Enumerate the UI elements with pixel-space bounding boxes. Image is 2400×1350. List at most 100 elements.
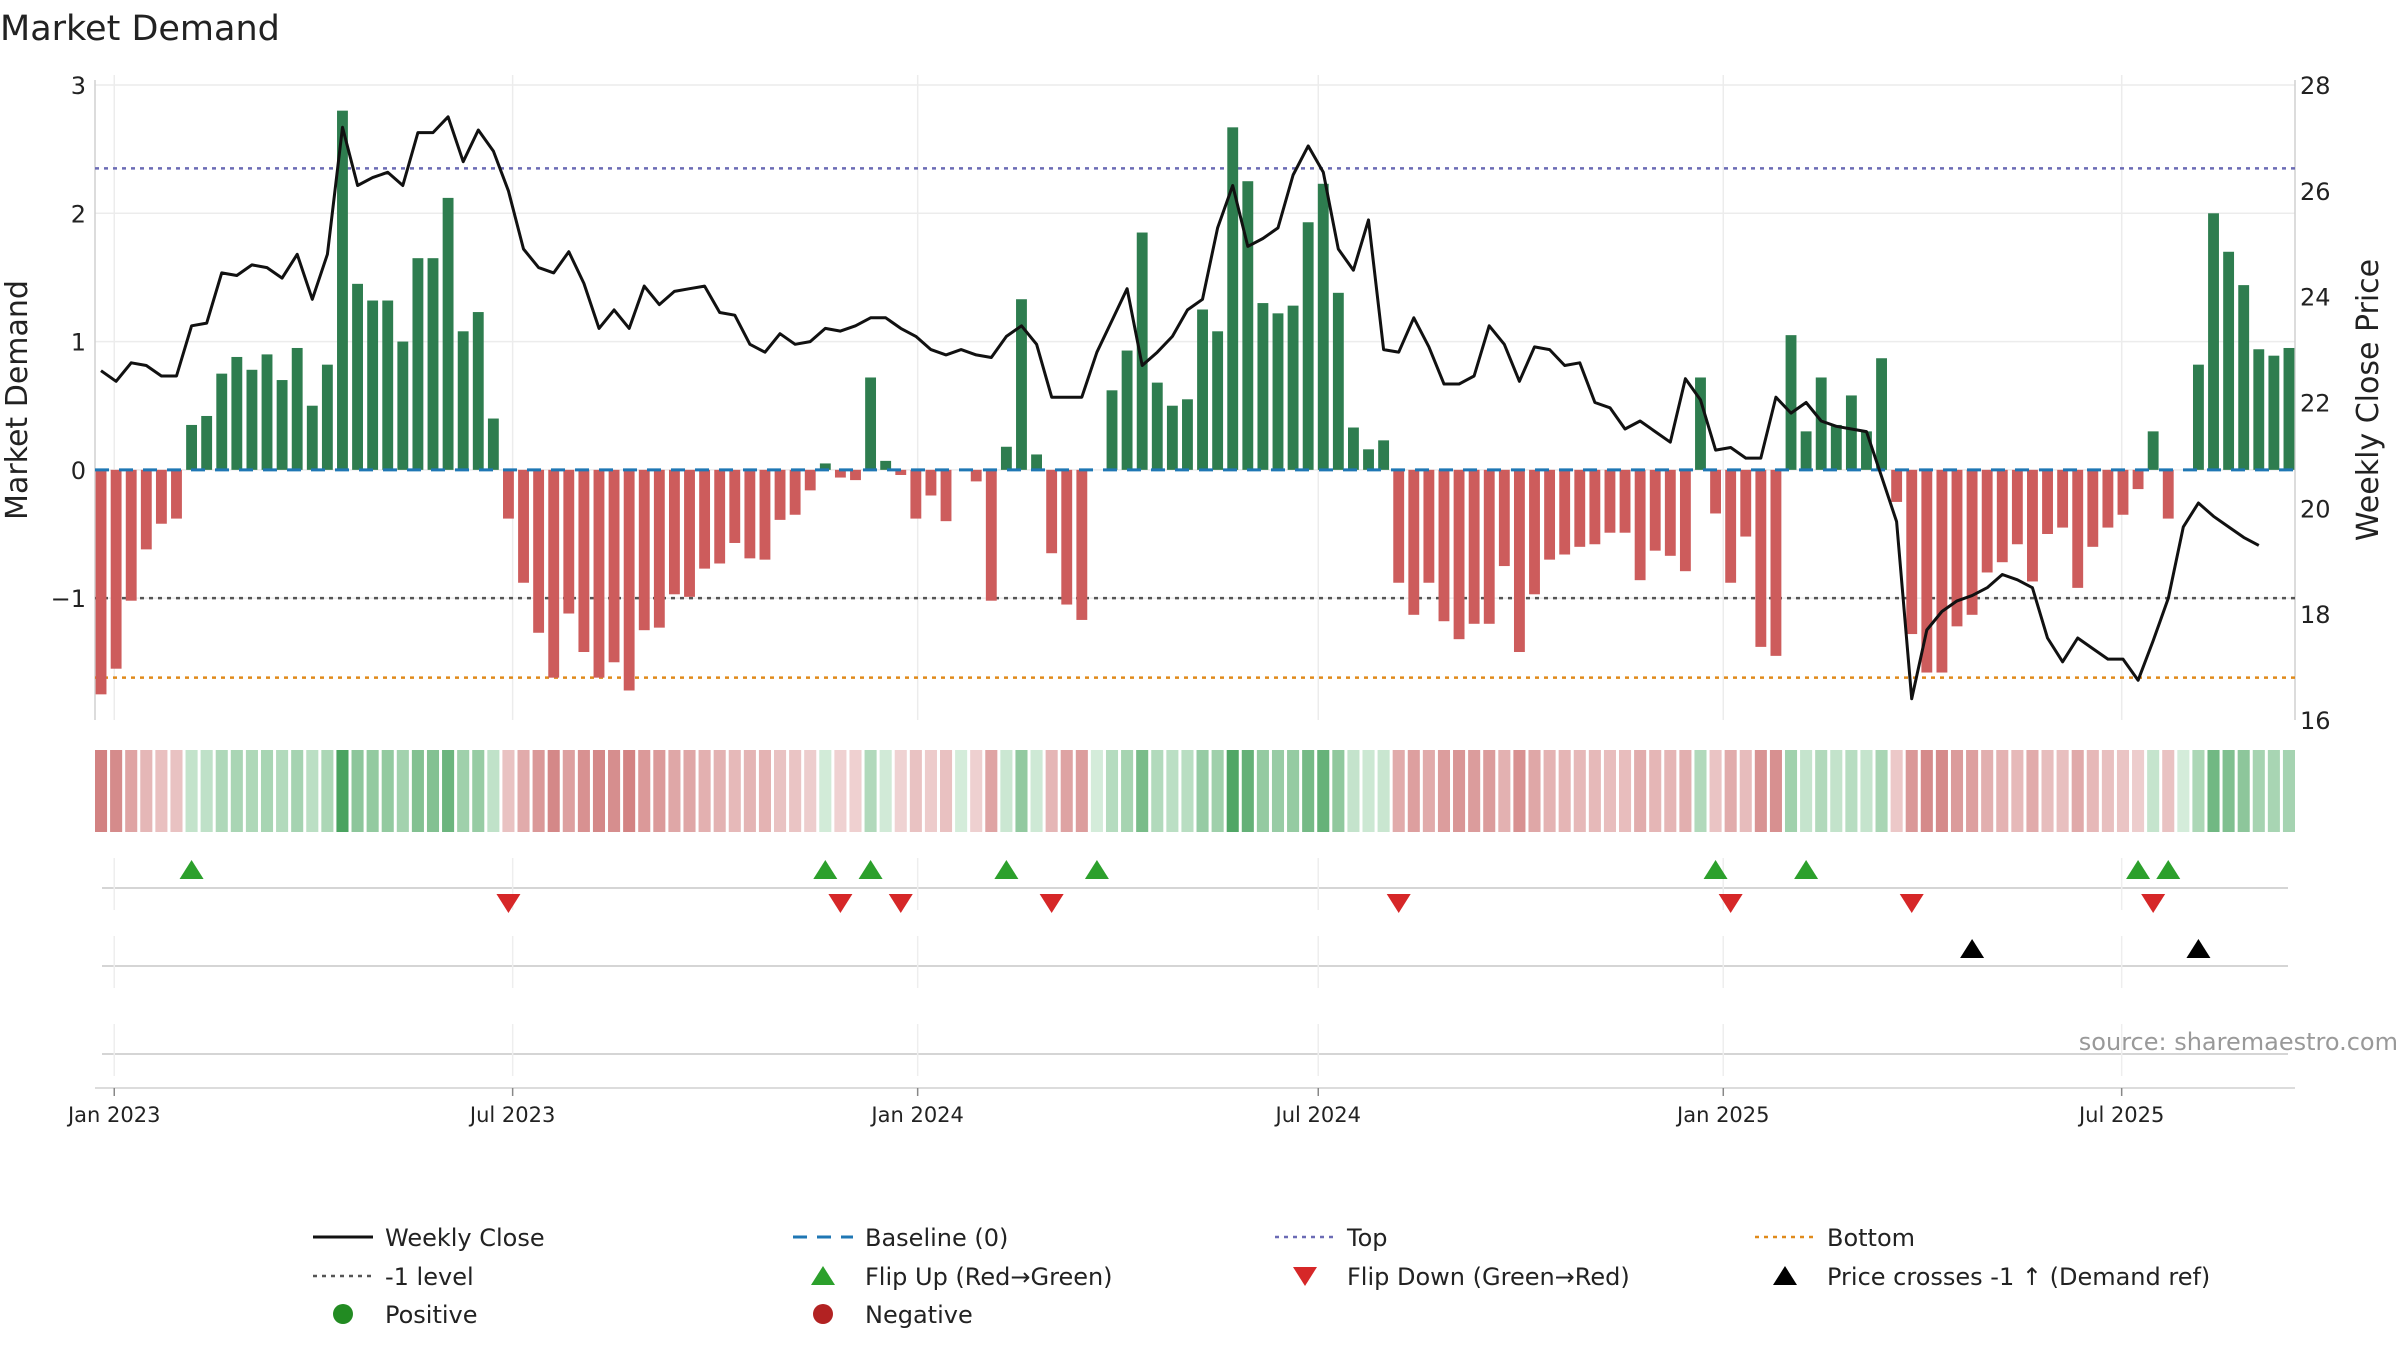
demand-bar-104 bbox=[1664, 469, 1676, 556]
legend-label-baseline: Baseline (0) bbox=[865, 1224, 1008, 1252]
right-tick-label-3: 22 bbox=[2300, 390, 2331, 418]
demand-bar-85 bbox=[1378, 440, 1390, 470]
demand-bar-52 bbox=[880, 460, 892, 470]
demand-bar-59 bbox=[985, 469, 997, 601]
heat-cell-34 bbox=[608, 750, 621, 832]
heat-cell-142 bbox=[2237, 750, 2250, 832]
heat-cell-102 bbox=[1634, 750, 1647, 832]
grid-lines bbox=[95, 75, 2295, 720]
heat-cell-98 bbox=[1573, 750, 1586, 832]
heat-cell-141 bbox=[2222, 750, 2235, 832]
demand-bar-79 bbox=[1287, 305, 1299, 470]
demand-bar-7 bbox=[201, 415, 213, 470]
demand-bar-16 bbox=[337, 110, 348, 470]
heat-cell-49 bbox=[834, 750, 847, 832]
legend-symbol-negative bbox=[813, 1304, 833, 1324]
heat-cell-104 bbox=[1664, 750, 1677, 832]
demand-bar-128 bbox=[2027, 469, 2038, 582]
heat-cell-27 bbox=[502, 750, 515, 832]
heat-cell-99 bbox=[1588, 750, 1601, 832]
legend-symbol-flip_up bbox=[811, 1266, 835, 1285]
demand-bar-10 bbox=[246, 369, 258, 470]
heat-cell-100 bbox=[1603, 750, 1616, 832]
demand-bar-2 bbox=[125, 469, 137, 601]
heat-cell-68 bbox=[1121, 750, 1134, 832]
heat-cell-64 bbox=[1060, 750, 1073, 832]
demand-bar-24 bbox=[457, 331, 469, 470]
demand-bar-70 bbox=[1151, 382, 1163, 470]
flip-up-marker-5 bbox=[1703, 860, 1728, 879]
demand-bar-49 bbox=[834, 469, 846, 478]
heat-cell-13 bbox=[291, 750, 304, 832]
heat-cell-6 bbox=[185, 750, 198, 832]
demand-bar-26 bbox=[487, 418, 499, 470]
demand-bar-69 bbox=[1136, 232, 1148, 470]
demand-bar-105 bbox=[1679, 469, 1691, 572]
demand-bar-28 bbox=[518, 469, 529, 583]
heat-cell-39 bbox=[683, 750, 696, 832]
heat-cell-145 bbox=[2282, 750, 2295, 832]
heat-cell-135 bbox=[2132, 750, 2145, 832]
heat-cell-5 bbox=[170, 750, 183, 832]
heat-cell-20 bbox=[396, 750, 409, 832]
demand-bar-68 bbox=[1121, 350, 1133, 470]
demand-bar-74 bbox=[1212, 331, 1224, 470]
demand-bar-21 bbox=[412, 258, 424, 470]
heat-cell-112 bbox=[1784, 750, 1798, 832]
demand-bar-118 bbox=[1876, 358, 1887, 470]
demand-bar-122 bbox=[1936, 469, 1948, 673]
heat-cell-18 bbox=[366, 750, 379, 832]
heat-cell-80 bbox=[1302, 750, 1315, 832]
demand-bar-127 bbox=[2011, 469, 2023, 545]
demand-bar-91 bbox=[1468, 469, 1480, 624]
demand-bar-6 bbox=[186, 424, 198, 470]
heat-cell-71 bbox=[1166, 750, 1179, 832]
left-tick-label-3: 2 bbox=[71, 200, 86, 228]
heat-cell-29 bbox=[532, 750, 545, 832]
heat-cell-3 bbox=[140, 750, 153, 832]
right-tick-label-4: 24 bbox=[2300, 284, 2331, 312]
heat-cell-72 bbox=[1181, 750, 1194, 832]
flip-down-marker-5 bbox=[1718, 894, 1743, 913]
heat-cell-32 bbox=[577, 750, 590, 832]
right-tick-label-6: 28 bbox=[2300, 72, 2331, 100]
demand-bar-15 bbox=[321, 364, 333, 470]
price-cross-marker-0 bbox=[1960, 939, 1985, 958]
heat-cell-63 bbox=[1045, 750, 1058, 832]
demand-bar-126 bbox=[1996, 469, 2008, 563]
demand-bar-111 bbox=[1770, 469, 1782, 656]
demand-bar-43 bbox=[744, 469, 756, 559]
right-axis-ticks: 16 18 20 22 24 26 28 bbox=[2300, 72, 2331, 735]
demand-bar-61 bbox=[1016, 299, 1027, 470]
heat-cell-48 bbox=[819, 750, 832, 832]
demand-bar-45 bbox=[774, 469, 786, 520]
demand-bar-53 bbox=[895, 469, 907, 475]
demand-bar-142 bbox=[2238, 285, 2250, 470]
demand-bar-119 bbox=[1891, 469, 1903, 502]
heat-cell-73 bbox=[1196, 750, 1209, 832]
demand-bar-101 bbox=[1619, 469, 1631, 533]
demand-bar-84 bbox=[1363, 449, 1374, 470]
heat-cell-97 bbox=[1558, 750, 1571, 832]
demand-bar-62 bbox=[1031, 454, 1042, 470]
legend-label-negative: Negative bbox=[865, 1301, 973, 1329]
demand-bar-60 bbox=[1000, 446, 1012, 470]
demand-bar-40 bbox=[699, 469, 711, 569]
heat-cell-23 bbox=[442, 750, 455, 832]
heat-cell-133 bbox=[2101, 750, 2114, 832]
heat-cell-33 bbox=[592, 750, 606, 832]
heat-cell-119 bbox=[1890, 750, 1903, 832]
heat-cell-113 bbox=[1800, 750, 1813, 832]
demand-bar-80 bbox=[1302, 222, 1314, 470]
heat-cell-125 bbox=[1981, 750, 1994, 832]
heat-cell-85 bbox=[1377, 750, 1390, 832]
heat-cell-69 bbox=[1136, 750, 1149, 832]
heat-cell-123 bbox=[1950, 750, 1964, 832]
demand-bar-76 bbox=[1242, 181, 1254, 470]
demand-bar-44 bbox=[759, 469, 771, 560]
heat-cell-107 bbox=[1709, 750, 1722, 832]
left-tick-label-2: 1 bbox=[71, 329, 86, 357]
heat-cell-61 bbox=[1015, 750, 1028, 832]
heat-cell-86 bbox=[1392, 750, 1405, 832]
flip-down-marker-0 bbox=[496, 894, 521, 913]
